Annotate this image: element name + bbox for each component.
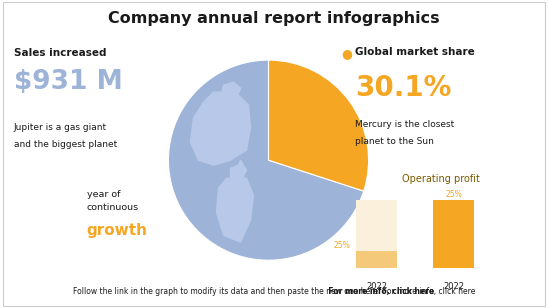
Polygon shape [216, 178, 254, 242]
Text: 2022: 2022 [366, 282, 387, 291]
Polygon shape [220, 82, 241, 102]
Text: year of
continuous: year of continuous [87, 190, 139, 212]
FancyBboxPatch shape [433, 200, 474, 268]
Text: planet to the Sun: planet to the Sun [355, 137, 434, 146]
Text: 30.1%: 30.1% [355, 74, 452, 102]
Text: 25%: 25% [445, 190, 462, 199]
FancyBboxPatch shape [433, 200, 474, 268]
Text: ●: ● [341, 47, 352, 60]
Text: $931 M: $931 M [14, 69, 122, 95]
Text: Mercury is the closest: Mercury is the closest [355, 120, 454, 129]
Text: For more info, click here: For more info, click here [113, 287, 435, 296]
Text: Company annual report infographics: Company annual report infographics [108, 11, 440, 26]
Wedge shape [269, 60, 369, 191]
Text: Jupiter is a gas giant: Jupiter is a gas giant [14, 123, 107, 132]
Polygon shape [231, 160, 247, 182]
Text: Operating profit: Operating profit [402, 174, 480, 184]
Text: 25%: 25% [333, 241, 350, 250]
FancyBboxPatch shape [356, 200, 397, 268]
Text: Sales increased: Sales increased [14, 48, 106, 58]
Polygon shape [191, 92, 250, 165]
FancyBboxPatch shape [356, 251, 397, 268]
Text: growth: growth [87, 223, 147, 238]
Wedge shape [168, 60, 364, 260]
Text: 9th: 9th [19, 202, 72, 230]
Text: and the biggest planet: and the biggest planet [14, 140, 117, 149]
Text: 2022: 2022 [443, 282, 464, 291]
Text: Follow the link in the graph to modify its data and then paste the new one here.: Follow the link in the graph to modify i… [73, 287, 475, 296]
Text: Global market share: Global market share [355, 47, 475, 57]
